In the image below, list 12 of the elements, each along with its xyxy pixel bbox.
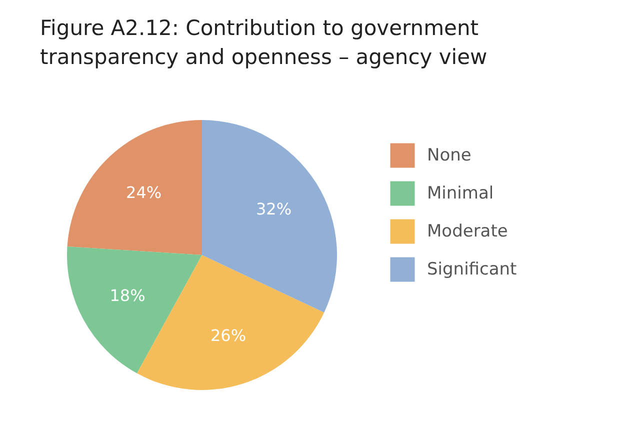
- pie-slice: [202, 120, 337, 312]
- pie-slice: [67, 246, 202, 374]
- data-label: 18%: [110, 286, 146, 305]
- chart-title: Figure A2.12: Contribution to government transparency and openness – agency view: [40, 16, 488, 69]
- pie-slice: [67, 120, 202, 255]
- data-label: 24%: [126, 183, 162, 202]
- data-label: 26%: [210, 326, 246, 345]
- legend-label: None: [427, 146, 472, 166]
- data-label: 32%: [256, 199, 292, 218]
- legend-label: Minimal: [427, 184, 494, 204]
- legend-label: Significant: [427, 260, 518, 280]
- legend-label: Moderate: [427, 222, 508, 242]
